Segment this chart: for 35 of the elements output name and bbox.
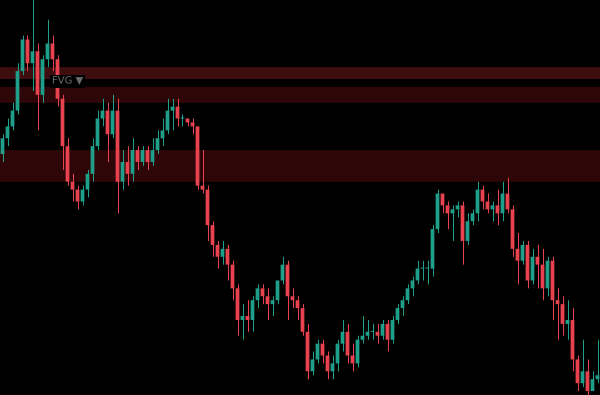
candlestick — [220, 240, 224, 266]
candlestick — [136, 146, 140, 170]
candlestick — [110, 94, 114, 139]
candlestick — [490, 200, 494, 222]
candlestick — [446, 200, 450, 230]
candlestick — [520, 240, 524, 266]
candlestick — [140, 146, 144, 166]
candlestick — [30, 0, 34, 92]
candlestick — [586, 358, 590, 395]
candlestick — [266, 288, 270, 320]
candlestick — [120, 150, 124, 190]
candlestick — [376, 323, 380, 344]
candlestick — [386, 319, 390, 352]
candlestick — [176, 98, 180, 127]
candlestick — [240, 304, 244, 340]
candlestick — [170, 98, 174, 131]
candlestick — [106, 102, 110, 162]
candlestick — [280, 256, 284, 285]
candlestick — [130, 138, 134, 182]
candlestick — [580, 339, 584, 388]
candlestick — [540, 248, 544, 301]
candlestick — [596, 339, 600, 384]
candlestick — [26, 35, 30, 72]
candlestick — [380, 319, 384, 340]
candlestick — [496, 189, 500, 226]
candlestick — [500, 181, 504, 222]
candlestick — [476, 181, 480, 222]
candlestick — [180, 114, 184, 127]
annotation: FVG ▼ — [52, 76, 84, 87]
candlestick — [370, 323, 374, 340]
candlestick — [246, 300, 250, 332]
candlestick — [146, 146, 150, 170]
candlestick — [566, 300, 570, 340]
candlestick — [126, 146, 130, 186]
candlestick — [530, 248, 534, 285]
